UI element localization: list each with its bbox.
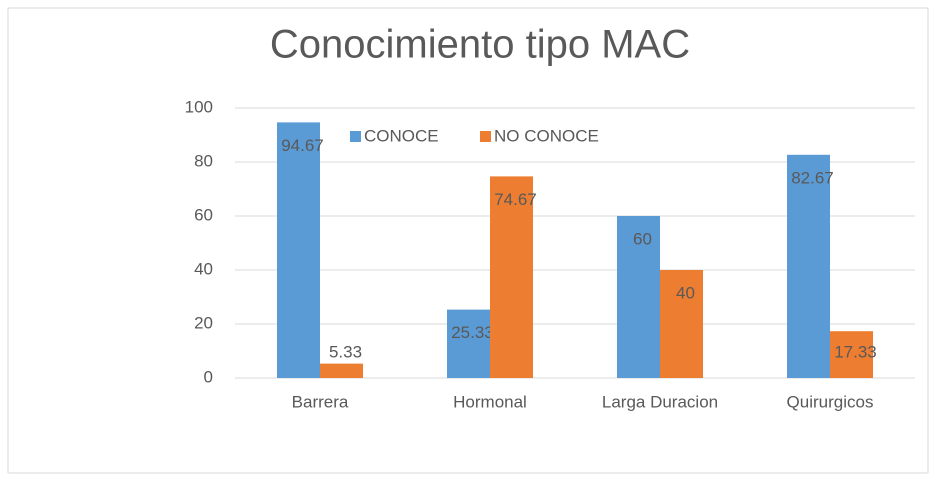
y-tick-label: 20: [194, 313, 213, 332]
data-label: 25.33: [451, 323, 494, 342]
bar: [277, 122, 320, 379]
chart-border: [7, 7, 929, 474]
data-label: 17.33: [834, 342, 877, 361]
bar: [617, 216, 660, 378]
legend-swatch: [350, 131, 361, 142]
bar: [447, 309, 490, 378]
bar: [830, 331, 873, 378]
chart-title: Conocimiento tipo MAC: [270, 23, 690, 67]
data-label: 74.67: [494, 190, 537, 209]
y-tick-label: 40: [194, 259, 213, 278]
legend-label: NO CONOCE: [494, 126, 599, 145]
data-label: 40: [676, 283, 695, 302]
bar: [660, 270, 703, 378]
x-tick-label: Quirurgicos: [787, 392, 874, 411]
x-tick-label: Hormonal: [453, 392, 527, 411]
data-label: 82.67: [791, 168, 834, 187]
data-label: 60: [633, 229, 652, 248]
x-tick-label: Larga Duracion: [602, 392, 718, 411]
bar: [320, 363, 363, 378]
y-tick-label: 60: [194, 205, 213, 224]
y-tick-label: 0: [204, 367, 213, 386]
y-tick-label: 80: [194, 151, 213, 170]
bar: [490, 176, 533, 378]
y-tick-label: 100: [185, 97, 213, 116]
legend-label: CONOCE: [364, 126, 439, 145]
bar: [787, 154, 830, 378]
data-label: 5.33: [329, 342, 362, 361]
x-tick-label: Barrera: [292, 392, 349, 411]
data-label: 94.67: [281, 136, 324, 155]
legend-swatch: [480, 131, 491, 142]
